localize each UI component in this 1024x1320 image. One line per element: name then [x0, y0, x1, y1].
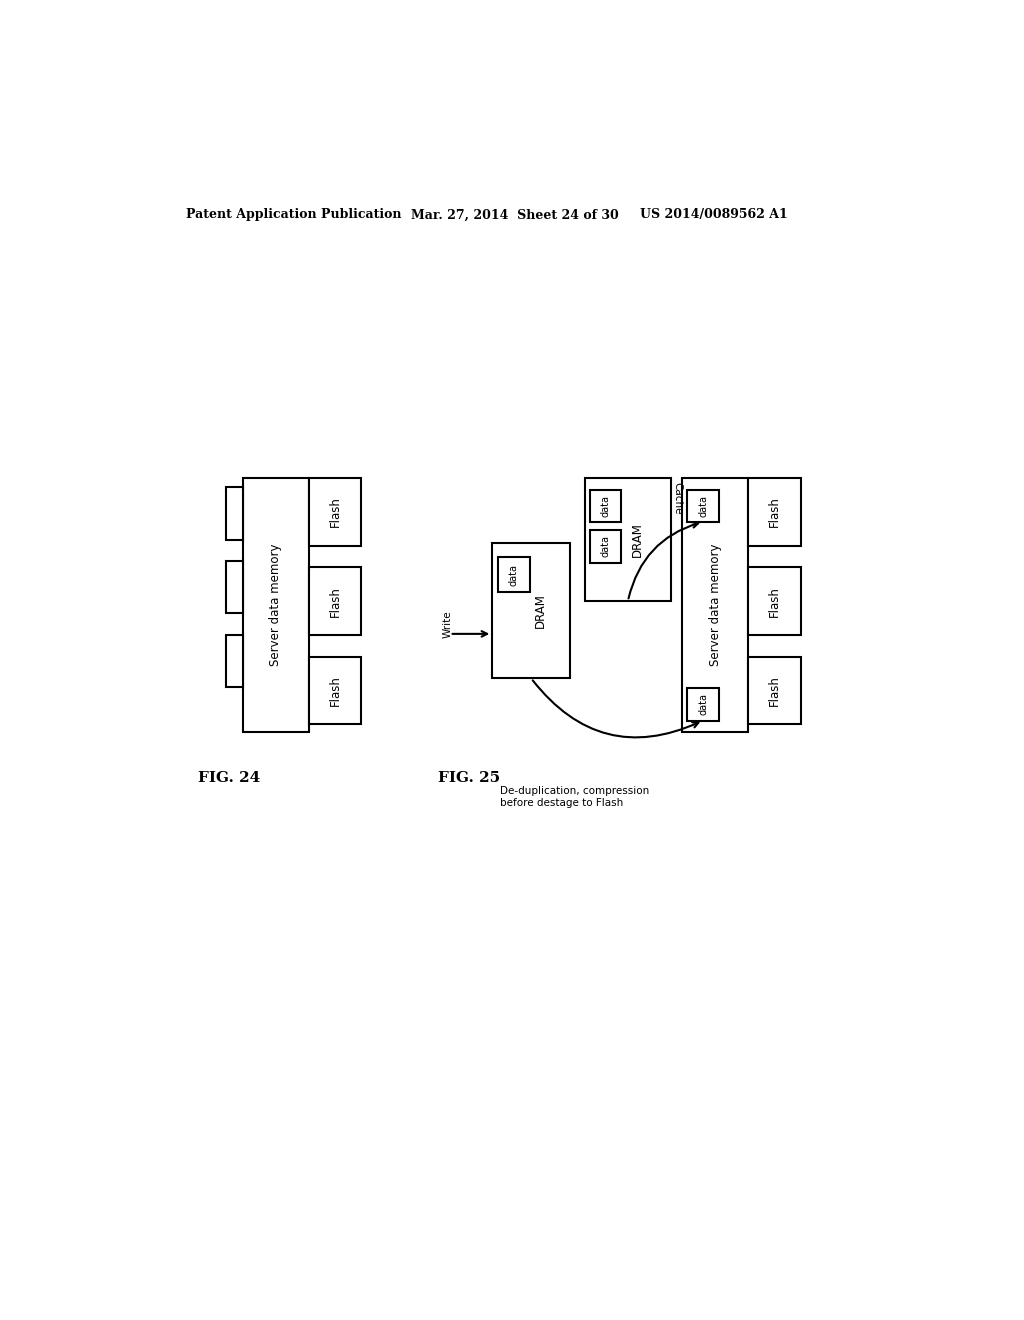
- Text: Flash: Flash: [768, 675, 781, 706]
- Bar: [682, 478, 748, 733]
- Bar: [687, 490, 719, 521]
- Text: Patent Application Publication: Patent Application Publication: [186, 209, 401, 222]
- Bar: [225, 487, 243, 540]
- Bar: [748, 656, 801, 725]
- Bar: [225, 561, 243, 614]
- Text: data: data: [600, 536, 610, 557]
- Bar: [586, 478, 671, 601]
- Bar: [687, 688, 719, 721]
- Text: data: data: [698, 495, 708, 516]
- Text: Server data memory: Server data memory: [269, 544, 283, 667]
- Text: Server data memory: Server data memory: [709, 544, 722, 667]
- Text: Flash: Flash: [768, 496, 781, 527]
- Text: Mar. 27, 2014  Sheet 24 of 30: Mar. 27, 2014 Sheet 24 of 30: [411, 209, 618, 222]
- Text: Flash: Flash: [768, 586, 781, 616]
- Text: Flash: Flash: [329, 675, 341, 706]
- Bar: [493, 544, 569, 678]
- Text: data: data: [698, 693, 708, 715]
- Bar: [748, 478, 801, 545]
- Bar: [590, 490, 621, 521]
- Bar: [243, 478, 308, 733]
- Text: FIG. 24: FIG. 24: [198, 771, 260, 784]
- Text: Flash: Flash: [329, 586, 341, 616]
- Text: US 2014/0089562 A1: US 2014/0089562 A1: [640, 209, 787, 222]
- Text: FIG. 25: FIG. 25: [438, 771, 500, 784]
- Bar: [225, 635, 243, 688]
- Text: DRAM: DRAM: [534, 593, 547, 628]
- Bar: [308, 568, 361, 635]
- Text: Cache: Cache: [672, 482, 682, 515]
- Bar: [308, 478, 361, 545]
- Text: data: data: [509, 564, 519, 586]
- Text: data: data: [600, 495, 610, 516]
- Text: Write: Write: [442, 610, 453, 638]
- Bar: [590, 531, 621, 562]
- Bar: [308, 656, 361, 725]
- Bar: [748, 568, 801, 635]
- Text: DRAM: DRAM: [631, 523, 644, 557]
- Text: Flash: Flash: [329, 496, 341, 527]
- Text: De-duplication, compression
before destage to Flash: De-duplication, compression before desta…: [500, 785, 649, 808]
- Bar: [498, 557, 530, 591]
